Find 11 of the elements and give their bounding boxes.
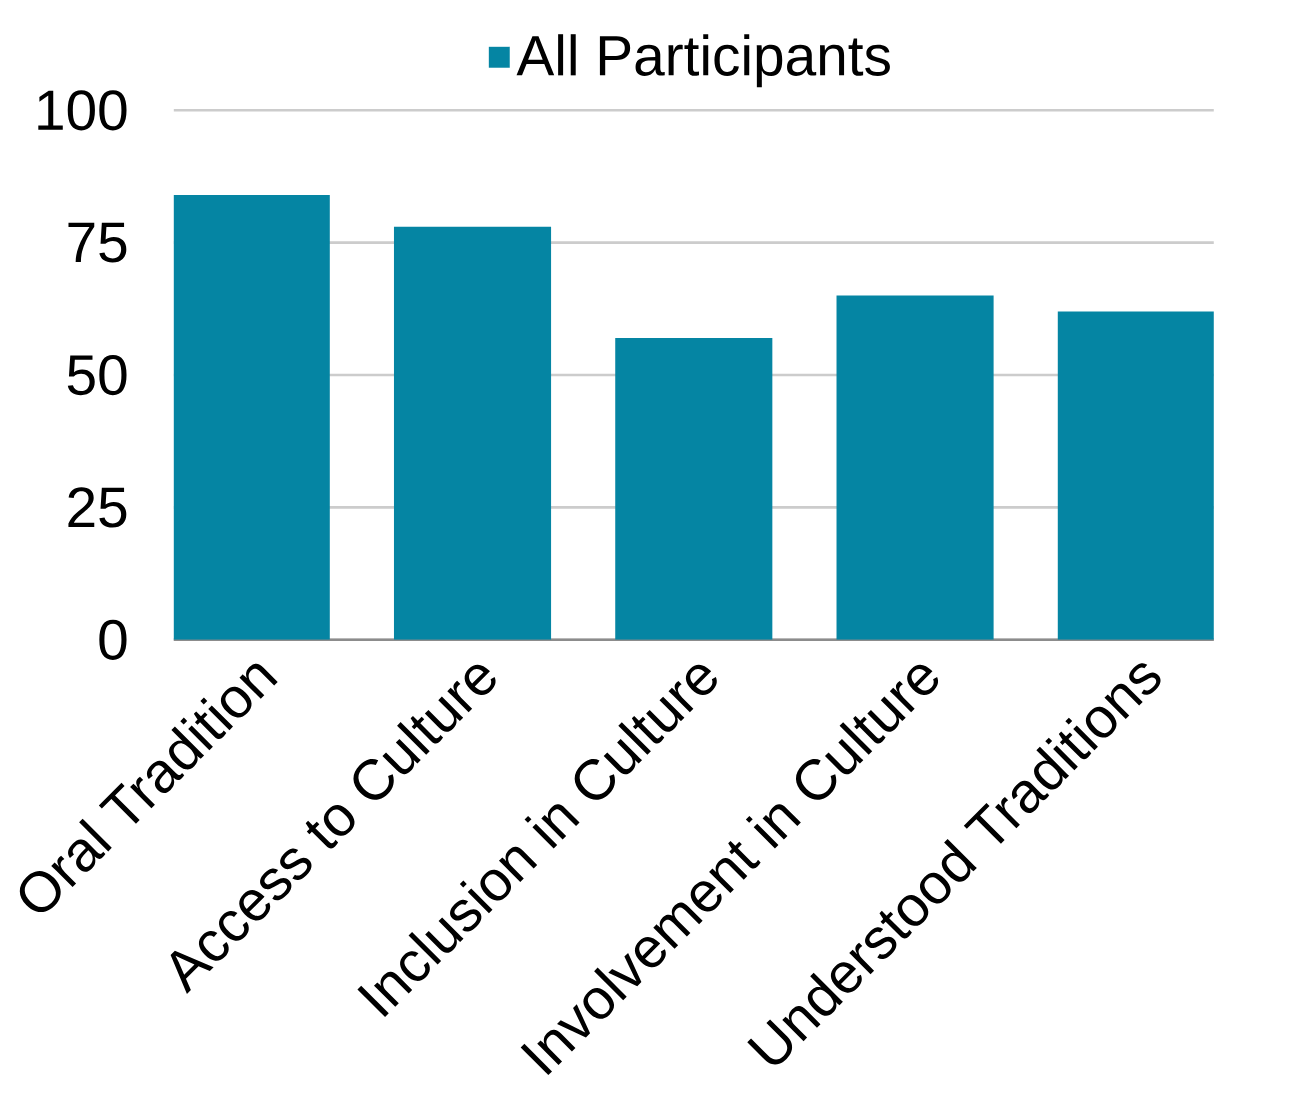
y-tick-label: 75 <box>68 222 127 263</box>
y-tick-label: 0 <box>99 619 127 660</box>
legend-label: All Participants <box>516 34 890 88</box>
y-tick-label: 100 <box>38 90 127 131</box>
bar <box>393 226 552 640</box>
y-tick-label: 50 <box>67 354 127 396</box>
bar <box>173 195 330 640</box>
bar <box>836 295 994 640</box>
bar <box>615 337 773 640</box>
y-tick-label: 25 <box>68 487 127 528</box>
bar <box>1057 311 1214 640</box>
